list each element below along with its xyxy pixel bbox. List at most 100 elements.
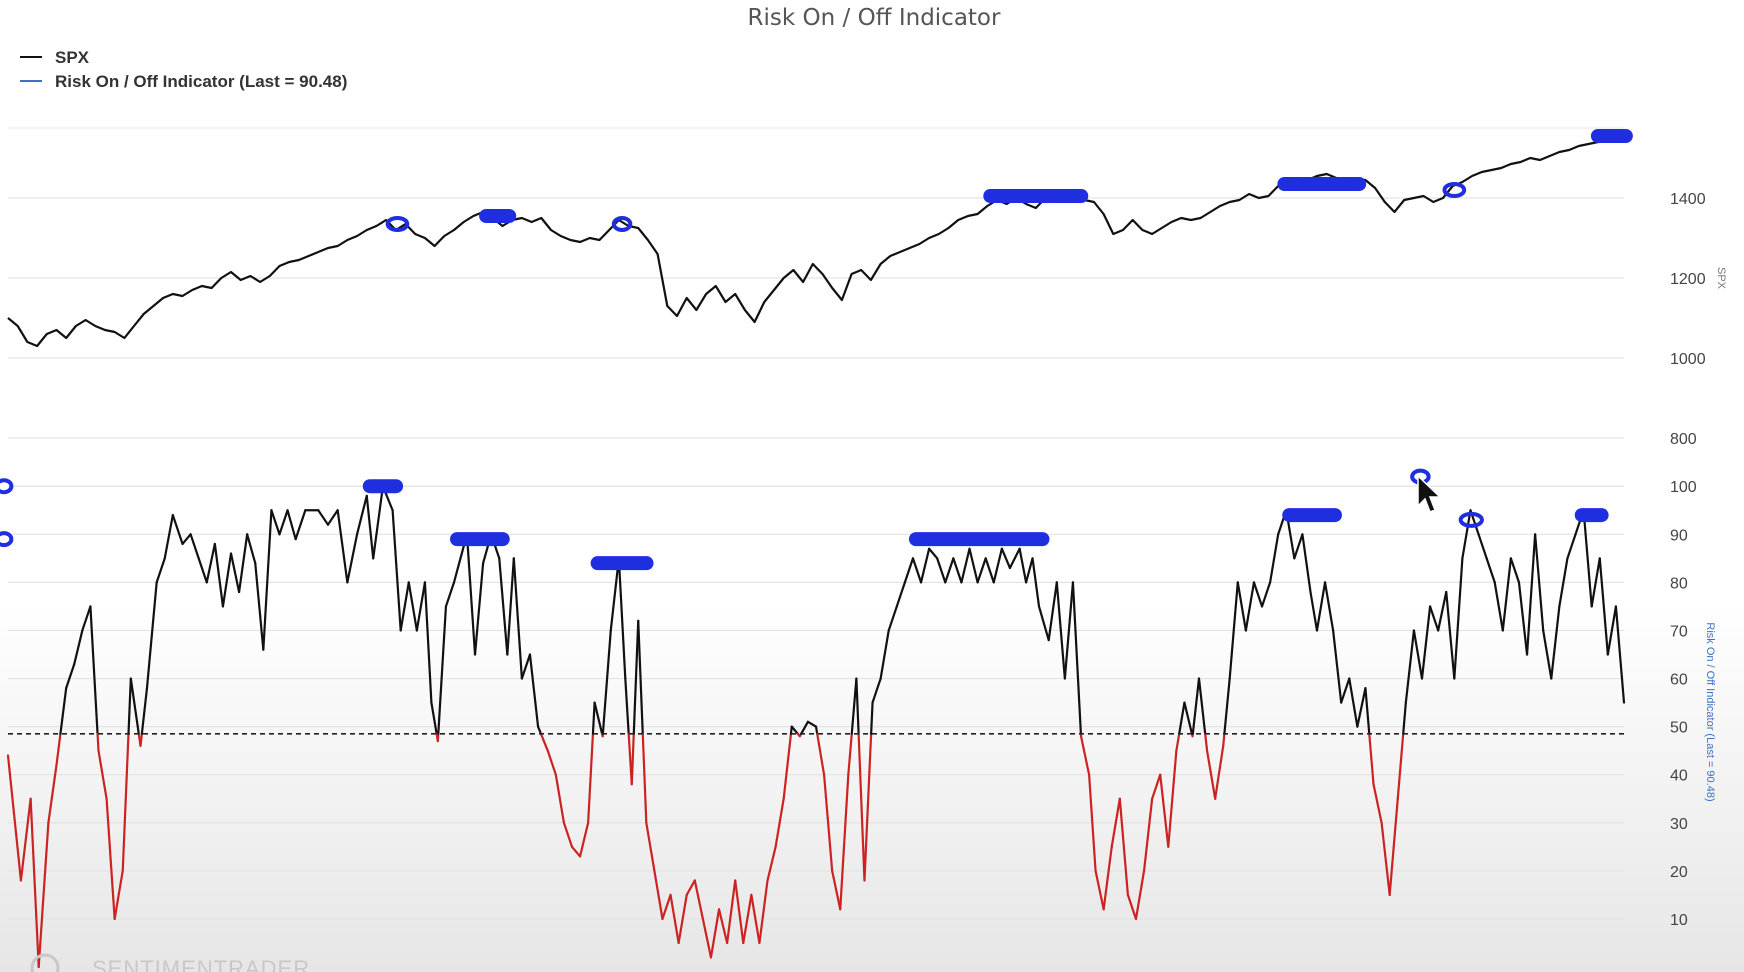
indicator-series-segment — [928, 547, 939, 560]
indicator-series-segment — [1525, 533, 1537, 656]
watermark-text: SENTIMENTRADER — [92, 956, 310, 972]
indicator-tick-label: 20 — [1670, 864, 1688, 881]
indicator-series-segment — [1428, 605, 1440, 632]
indicator-series-segment — [1118, 797, 1129, 896]
watermark-logo-icon — [30, 953, 60, 972]
indicator-series-segment — [624, 677, 630, 735]
indicator-series-segment — [171, 513, 184, 546]
signal-marker — [450, 532, 510, 547]
indicator-series-segment — [1094, 869, 1105, 911]
indicator-series-segment — [766, 845, 777, 882]
indicator-series-segment — [1315, 581, 1327, 632]
indicator-series-segment — [407, 581, 418, 632]
chart-title: Risk On / Off Indicator — [748, 5, 1001, 31]
indicator-series-segment — [774, 797, 785, 848]
indicator-series-segment — [1364, 687, 1371, 735]
indicator-series-segment — [1191, 677, 1201, 735]
signal-marker — [0, 531, 14, 548]
legend-label-indicator: Risk On / Off Indicator (Last = 90.48) — [55, 72, 347, 91]
indicator-tick-label: 60 — [1670, 672, 1688, 689]
indicator-series-segment — [520, 653, 532, 680]
indicator-series-segment — [65, 663, 76, 690]
indicator-series-segment — [73, 629, 84, 666]
indicator-series-segment — [536, 725, 543, 735]
signal-marker — [1590, 129, 1633, 143]
indicator-series-segment — [96, 732, 100, 752]
indicator-series-segment — [903, 557, 915, 584]
indicator-series-segment — [1582, 509, 1593, 608]
indicator-series-segment — [895, 581, 906, 608]
indicator-series-segment — [1534, 533, 1545, 632]
signal-marker — [908, 532, 1050, 547]
indicator-series-segment — [960, 547, 971, 584]
indicator-series-segment — [546, 749, 557, 776]
indicator-tick-label: 10 — [1670, 912, 1688, 929]
indicator-series-segment — [6, 754, 23, 882]
signal-marker — [479, 209, 517, 223]
indicator-series-segment — [189, 533, 200, 560]
indicator-series-segment — [758, 879, 769, 945]
indicator-series-segment — [554, 773, 566, 824]
spx-panel — [7, 136, 1625, 348]
signal-marker — [1574, 508, 1609, 523]
indicator-tick-label: 70 — [1670, 623, 1688, 640]
indicator-series-segment — [1437, 590, 1448, 632]
indicator-series-segment — [806, 720, 818, 728]
indicator-panel — [6, 485, 1626, 969]
indicator-series-segment — [976, 557, 987, 584]
indicator-series-segment — [1590, 557, 1601, 608]
spx-tick-label: 800 — [1670, 431, 1697, 448]
indicator-series-segment — [1340, 677, 1351, 704]
indicator-series-segment — [1102, 845, 1113, 911]
indicator-series-segment — [750, 893, 761, 945]
indicator-series-segment — [1368, 732, 1375, 786]
indicator-series-segment — [1260, 581, 1272, 608]
indicator-series-segment — [1380, 821, 1391, 896]
indicator-tick-label: 90 — [1670, 527, 1688, 544]
indicator-series-segment — [1348, 677, 1359, 728]
indicator-series-segment — [129, 677, 140, 735]
indicator-series-segment — [879, 629, 890, 680]
mouse-cursor-icon — [1417, 474, 1442, 513]
indicator-series-segment — [399, 581, 410, 632]
signal-marker — [0, 478, 14, 495]
indicator-series-segment — [1214, 744, 1225, 800]
indicator-series-segment — [952, 557, 963, 584]
indicator-series-segment — [1252, 581, 1264, 608]
indicator-series-segment — [822, 773, 834, 872]
indicator-series-segment — [1088, 773, 1097, 872]
indicator-series-segment — [641, 732, 648, 824]
indicator-series-segment — [539, 732, 549, 752]
indicator-tick-label: 50 — [1670, 720, 1688, 737]
legend: SPX Risk On / Off Indicator (Last = 90.4… — [20, 48, 347, 91]
indicator-series-segment — [632, 619, 640, 735]
indicator-series-segment — [968, 547, 979, 584]
indicator-series-segment — [1509, 557, 1521, 584]
indicator-series-segment — [1079, 735, 1091, 776]
indicator-series-segment — [685, 879, 696, 896]
signal-marker — [1277, 177, 1367, 191]
indicator-series-segment — [936, 557, 947, 584]
indicator-series-segment — [1323, 581, 1335, 632]
indicator-series-segment — [89, 605, 99, 735]
signal-markers — [0, 129, 1633, 571]
indicator-series-segment — [593, 701, 604, 735]
indicator-series-segment — [294, 509, 307, 541]
legend-label-spx: SPX — [55, 48, 90, 67]
indicator-series-segment — [97, 749, 108, 800]
indicator-series-segment — [1404, 629, 1416, 704]
indicator-series-segment — [1151, 773, 1162, 800]
indicator-series-segment — [355, 494, 368, 536]
indicator-series-segment — [1223, 677, 1231, 735]
indicator-series-segment — [1293, 533, 1304, 560]
indicator-series-segment — [1517, 581, 1529, 656]
indicator-series-segment — [1412, 629, 1424, 680]
indicator-series-segment — [47, 763, 58, 824]
indicator-series-segment — [163, 513, 174, 560]
signal-marker — [385, 216, 410, 232]
indicator-series-segment — [254, 562, 265, 651]
indicator-series-segment — [1566, 533, 1577, 560]
indicator-series-segment — [669, 893, 680, 945]
indicator-series-segment — [617, 557, 627, 680]
